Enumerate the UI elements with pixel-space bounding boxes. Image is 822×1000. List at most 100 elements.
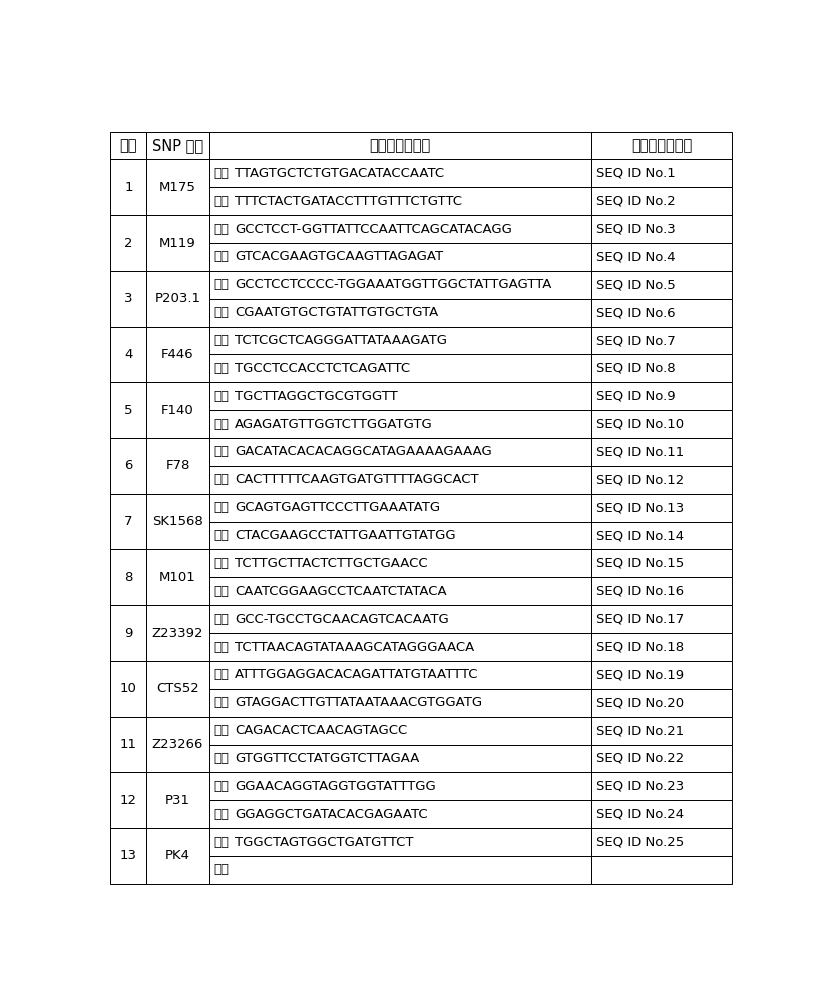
Bar [591,689,732,717]
Text: 序号: 序号 [120,138,137,153]
Text: GACATACACACAGGCATAGAAAAGAAAG: GACATACACACAGGCATAGAAAAGAAAG [235,445,492,458]
Text: 上游: 上游 [213,557,229,570]
Bar [209,299,591,327]
Text: M119: M119 [159,237,196,250]
Text: SK1568: SK1568 [152,515,203,528]
Text: SEQ ID No.18: SEQ ID No.18 [596,641,684,654]
Text: 上游: 上游 [213,613,229,626]
Bar [110,382,146,438]
Bar [591,215,732,243]
Text: 上游: 上游 [213,278,229,291]
Text: SEQ ID No.16: SEQ ID No.16 [596,585,684,598]
Text: 下游: 下游 [213,473,229,486]
Text: SEQ ID No.11: SEQ ID No.11 [596,445,685,458]
Bar [209,327,591,354]
Bar [591,549,732,577]
Bar [591,187,732,215]
Text: GGAACAGGTAGGTGGTATTTGG: GGAACAGGTAGGTGGTATTTGG [235,780,436,793]
Text: 下游: 下游 [213,529,229,542]
Text: TTAGTGCTCTGTGACATACCAATC: TTAGTGCTCTGTGACATACCAATC [235,167,445,180]
Text: GTAGGACTTGTTATAATAAACGTGGATG: GTAGGACTTGTTATAATAAACGTGGATG [235,696,483,709]
Text: SEQ ID No.19: SEQ ID No.19 [596,668,684,681]
Text: 上游: 上游 [213,668,229,681]
Text: 10: 10 [120,682,137,695]
Text: 上游: 上游 [213,445,229,458]
Bar [209,577,591,605]
Bar [209,800,591,828]
Bar [209,438,591,466]
Bar [591,159,732,187]
Bar [591,438,732,466]
Text: GCAGTGAGTTCCCTTGAAATATG: GCAGTGAGTTCCCTTGAAATATG [235,501,441,514]
Bar [209,410,591,438]
Bar [110,605,146,661]
Text: M175: M175 [159,181,196,194]
Bar [209,522,591,549]
Text: 上游: 上游 [213,780,229,793]
Bar [209,772,591,800]
Text: Z23392: Z23392 [152,627,203,640]
Text: 1: 1 [124,181,132,194]
Bar [110,494,146,549]
Bar [209,828,591,856]
Text: GTGGTTCCTATGGTCTTAGAA: GTGGTTCCTATGGTCTTAGAA [235,752,420,765]
Bar [209,745,591,772]
Text: P203.1: P203.1 [155,292,201,305]
Bar [591,382,732,410]
Text: F140: F140 [161,404,194,417]
Text: 4: 4 [124,348,132,361]
Bar [591,522,732,549]
Text: 下游: 下游 [213,362,229,375]
Text: GCCTCCTCCCC-TGGAAATGGTTGGCTATTGAGTTA: GCCTCCTCCCC-TGGAAATGGTTGGCTATTGAGTTA [235,278,552,291]
Text: 下游: 下游 [213,195,229,208]
Text: SEQ ID No.7: SEQ ID No.7 [596,334,676,347]
Text: TTTCTACTGATACCTTTGTTTCTGTTC: TTTCTACTGATACCTTTGTTTCTGTTC [235,195,463,208]
Bar [146,159,209,215]
Bar [591,327,732,354]
Bar [209,549,591,577]
Text: 下游: 下游 [213,418,229,431]
Bar [110,215,146,271]
Text: 下游: 下游 [213,306,229,319]
Text: 上游: 上游 [213,223,229,236]
Text: 下游: 下游 [213,808,229,821]
Text: SEQ ID No.2: SEQ ID No.2 [596,195,676,208]
Bar [591,661,732,689]
Text: TCTCGCTCAGGGATTATAAAGATG: TCTCGCTCAGGGATTATAAAGATG [235,334,447,347]
Text: TGGCTAGTGGCTGATGTTCT: TGGCTAGTGGCTGATGTTCT [235,836,414,849]
Text: GCCTCCT-GGTTATTCCAATTCAGCATACAGG: GCCTCCT-GGTTATTCCAATTCAGCATACAGG [235,223,512,236]
Bar [209,159,591,187]
Bar [591,410,732,438]
Text: GTCACGAAGTGCAAGTTAGAGAT: GTCACGAAGTGCAAGTTAGAGAT [235,250,444,263]
Text: 2: 2 [124,237,132,250]
Text: F446: F446 [161,348,194,361]
Text: SEQ ID No.22: SEQ ID No.22 [596,752,685,765]
Bar [146,382,209,438]
Text: 序列表中的序号: 序列表中的序号 [631,138,692,153]
Text: SEQ ID No.1: SEQ ID No.1 [596,167,676,180]
Bar [146,772,209,828]
Text: SEQ ID No.23: SEQ ID No.23 [596,780,685,793]
Bar [209,243,591,271]
Bar [591,132,732,159]
Bar [591,494,732,522]
Text: CAGACACTCAACAGTAGCC: CAGACACTCAACAGTAGCC [235,724,408,737]
Bar [591,772,732,800]
Bar [209,382,591,410]
Text: SEQ ID No.25: SEQ ID No.25 [596,836,685,849]
Text: M101: M101 [159,571,196,584]
Bar [110,271,146,327]
Text: 7: 7 [124,515,132,528]
Text: 上游: 上游 [213,501,229,514]
Text: 3: 3 [124,292,132,305]
Text: 下游: 下游 [213,250,229,263]
Text: 扩增引物对序列: 扩增引物对序列 [369,138,431,153]
Text: 上游: 上游 [213,390,229,403]
Text: SEQ ID No.5: SEQ ID No.5 [596,278,676,291]
Text: 上游: 上游 [213,334,229,347]
Text: 上游: 上游 [213,724,229,737]
Bar [146,828,209,884]
Bar [110,661,146,717]
Text: SEQ ID No.9: SEQ ID No.9 [596,390,676,403]
Text: 11: 11 [120,738,137,751]
